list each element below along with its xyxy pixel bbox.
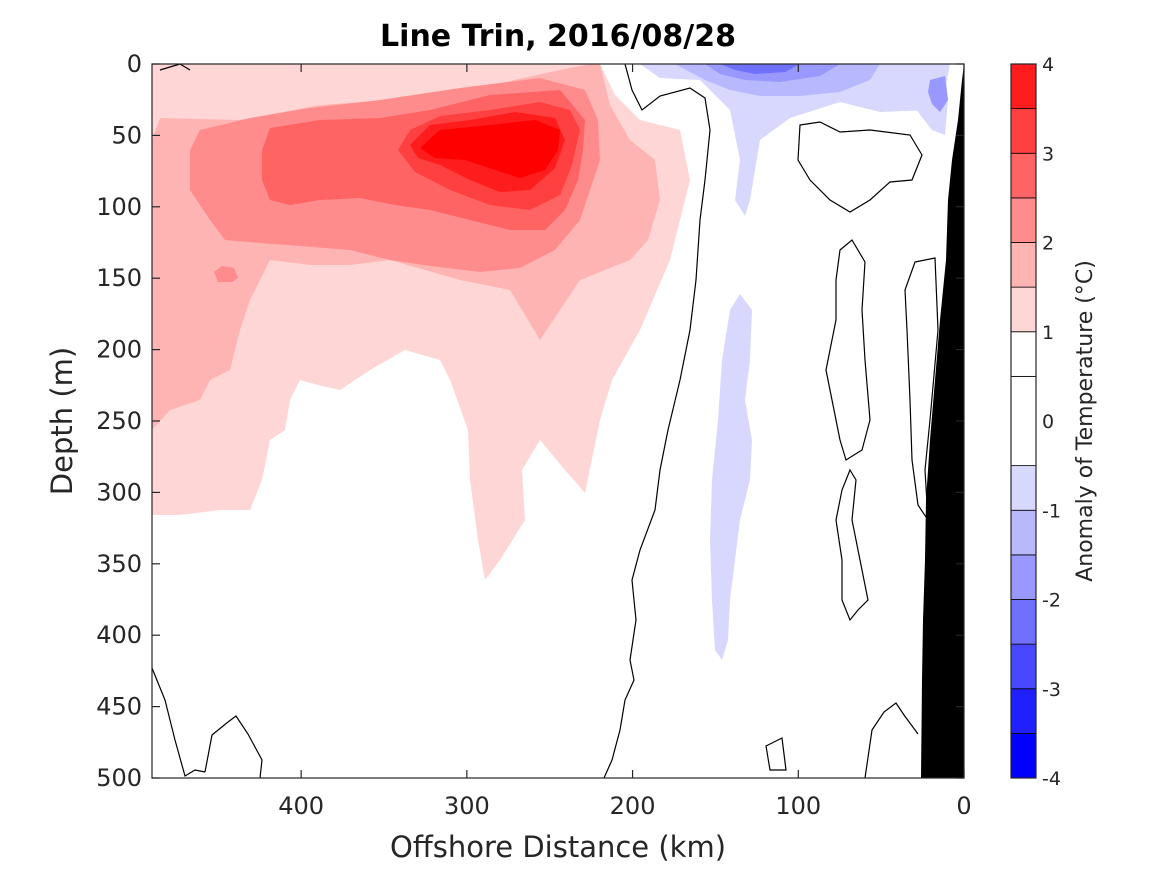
continental-shelf <box>921 64 964 778</box>
x-tick-label: 300 <box>444 792 490 820</box>
colorbar-tick-label: 1 <box>1042 322 1054 344</box>
colorbar-swatch <box>1010 688 1037 734</box>
cold-surface-lobe-4 <box>720 64 800 74</box>
colorbar-swatch <box>1010 242 1037 288</box>
colorbar-tick-label: 3 <box>1042 143 1054 165</box>
colorbar-tick-label: -3 <box>1042 679 1061 701</box>
colorbar-label: Anomaly of Temperature (°C) <box>1073 260 1098 582</box>
colorbar-swatch <box>1010 108 1037 154</box>
y-tick-label: 150 <box>96 264 142 292</box>
y-tick-label: 100 <box>96 193 142 221</box>
zero-contour-loop-3 <box>835 468 869 622</box>
y-tick-label: 500 <box>96 764 142 792</box>
y-tick-label: 300 <box>96 478 142 506</box>
y-tick-label: 50 <box>111 121 142 149</box>
colorbar-swatch <box>1010 643 1037 690</box>
colorbar-tick-label: -2 <box>1042 590 1061 612</box>
colorbar-swatch <box>1010 375 1037 467</box>
zero-contour-loop-4 <box>904 257 939 523</box>
zero-contour-small-loop <box>765 737 787 771</box>
zero-contour-bottom-left <box>152 667 206 777</box>
zero-contours <box>152 64 939 778</box>
colorbar: 4 3 2 1 0 -1 -2 -3 -4 <box>1010 54 1061 790</box>
x-tick-label: 100 <box>775 792 821 820</box>
colorbar-swatch <box>1010 286 1037 333</box>
y-tick-label: 250 <box>96 407 142 435</box>
warm-patch-small <box>310 126 360 154</box>
colorbar-swatch <box>1010 63 1037 110</box>
y-tick-label: 350 <box>96 550 142 578</box>
x-axis-label: Offshore Distance (km) <box>390 830 726 864</box>
x-tick-label: 200 <box>610 792 656 820</box>
colorbar-tick-label: -4 <box>1042 768 1061 790</box>
zero-contour-top <box>159 64 191 71</box>
chart-title: Line Trin, 2016/08/28 <box>380 19 736 54</box>
colorbar-swatch <box>1010 152 1037 199</box>
y-tick-label: 0 <box>127 50 142 78</box>
colorbar-swatch <box>1010 599 1037 645</box>
colorbar-tick-label: 0 <box>1042 411 1054 433</box>
warm-patch-deep <box>214 266 238 282</box>
warm-core <box>420 120 560 178</box>
y-axis-label: Depth (m) <box>45 347 79 495</box>
y-axis: 0 50 100 150 200 250 300 350 400 450 500 <box>96 50 964 792</box>
colorbar-frame <box>1010 63 1037 779</box>
zero-contour-bottom-right <box>864 702 919 778</box>
colorbar-swatch <box>1010 197 1037 243</box>
cold-surface-lobe-1 <box>640 64 950 216</box>
colorbar-swatch <box>1010 331 1037 377</box>
colorbar-tick-label: 4 <box>1042 54 1054 76</box>
colorbar-swatch <box>1010 465 1037 511</box>
zero-contour-loop-1 <box>797 121 923 213</box>
zero-contour-main <box>603 64 711 778</box>
x-tick-label: 400 <box>278 792 324 820</box>
zero-contour-bottom-mid <box>204 715 263 778</box>
x-tick-label: 0 <box>956 792 971 820</box>
colorbar-tick-label: 2 <box>1042 233 1054 255</box>
colorbar-tick-label: -1 <box>1042 500 1061 522</box>
cold-deep-lobe <box>710 294 752 660</box>
y-tick-label: 400 <box>96 621 142 649</box>
cold-nearshore-lobe-inner <box>928 76 948 112</box>
y-tick-label: 450 <box>96 693 142 721</box>
contour-field <box>152 64 964 778</box>
colorbar-swatch <box>1010 509 1037 556</box>
colorbar-swatch <box>1010 732 1037 779</box>
colorbar-swatch <box>1010 554 1037 600</box>
y-tick-label: 200 <box>96 336 142 364</box>
zero-contour-loop-2 <box>825 239 871 461</box>
x-axis: 400 300 200 100 0 <box>278 64 972 820</box>
